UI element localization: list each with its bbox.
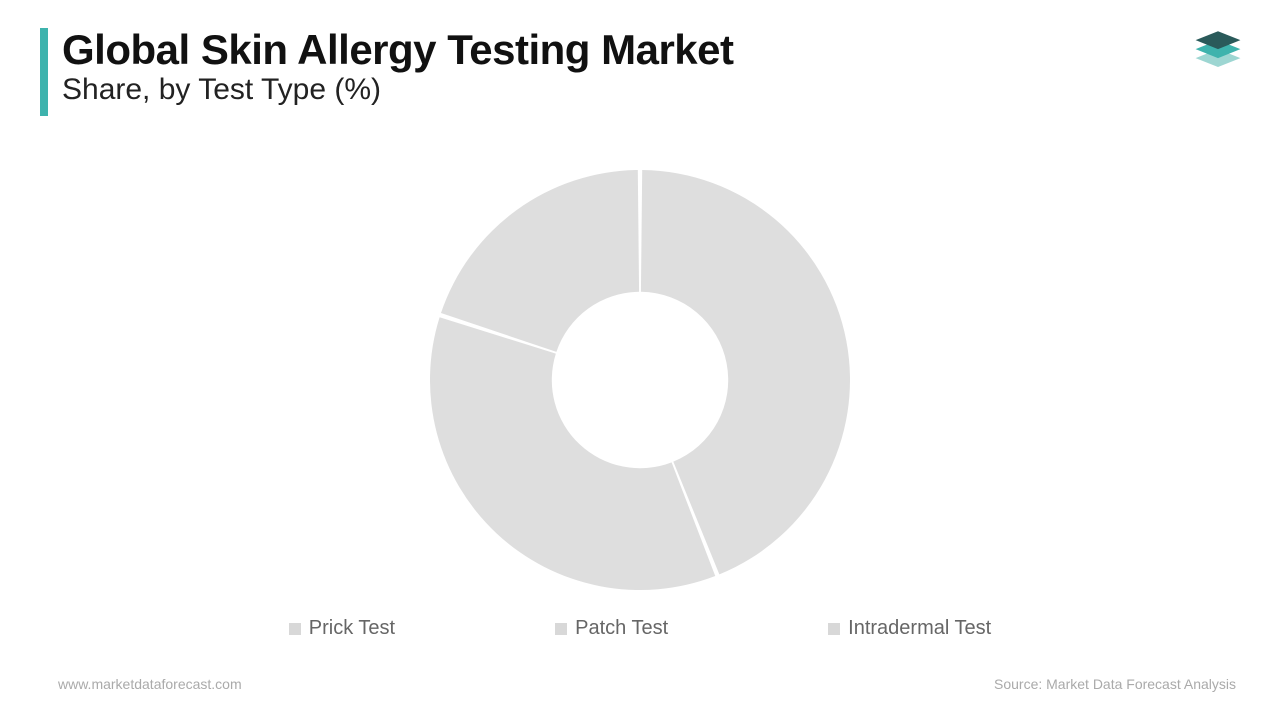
page: Global Skin Allergy Testing Market Share… [0,0,1280,720]
header: Global Skin Allergy Testing Market Share… [40,28,734,116]
donut-chart [420,160,860,600]
legend-swatch-icon [555,623,567,635]
legend-label: Intradermal Test [848,617,991,640]
legend-item-patch: Patch Test [555,617,668,640]
legend-item-intradermal: Intradermal Test [828,617,991,640]
accent-bar [40,28,48,116]
footer-source: Source: Market Data Forecast Analysis [994,676,1236,692]
legend-label: Prick Test [309,617,395,640]
legend: Prick Test Patch Test Intradermal Test [0,617,1280,640]
title-block: Global Skin Allergy Testing Market Share… [62,28,734,116]
legend-item-prick: Prick Test [289,617,395,640]
chart-area [0,150,1280,610]
legend-swatch-icon [828,623,840,635]
donut-slice [441,170,639,352]
layers-icon [1190,20,1246,76]
page-title: Global Skin Allergy Testing Market [62,28,734,72]
page-subtitle: Share, by Test Type (%) [62,72,734,108]
brand-logo [1190,20,1246,76]
footer-url: www.marketdataforecast.com [58,676,242,692]
legend-swatch-icon [289,623,301,635]
legend-label: Patch Test [575,617,668,640]
donut-slice [430,317,715,590]
